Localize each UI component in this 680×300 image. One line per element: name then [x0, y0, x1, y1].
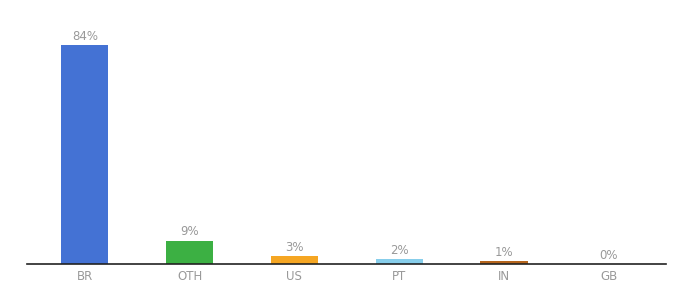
Text: 2%: 2%	[390, 244, 409, 257]
Bar	[61, 45, 108, 264]
Text: 1%: 1%	[494, 246, 513, 259]
Bar	[271, 256, 318, 264]
Bar	[166, 241, 214, 264]
Text: 9%: 9%	[180, 225, 199, 239]
Bar	[375, 259, 423, 264]
Bar	[480, 261, 528, 264]
Text: 84%: 84%	[72, 30, 98, 43]
Text: 0%: 0%	[600, 249, 618, 262]
Text: 3%: 3%	[285, 241, 304, 254]
